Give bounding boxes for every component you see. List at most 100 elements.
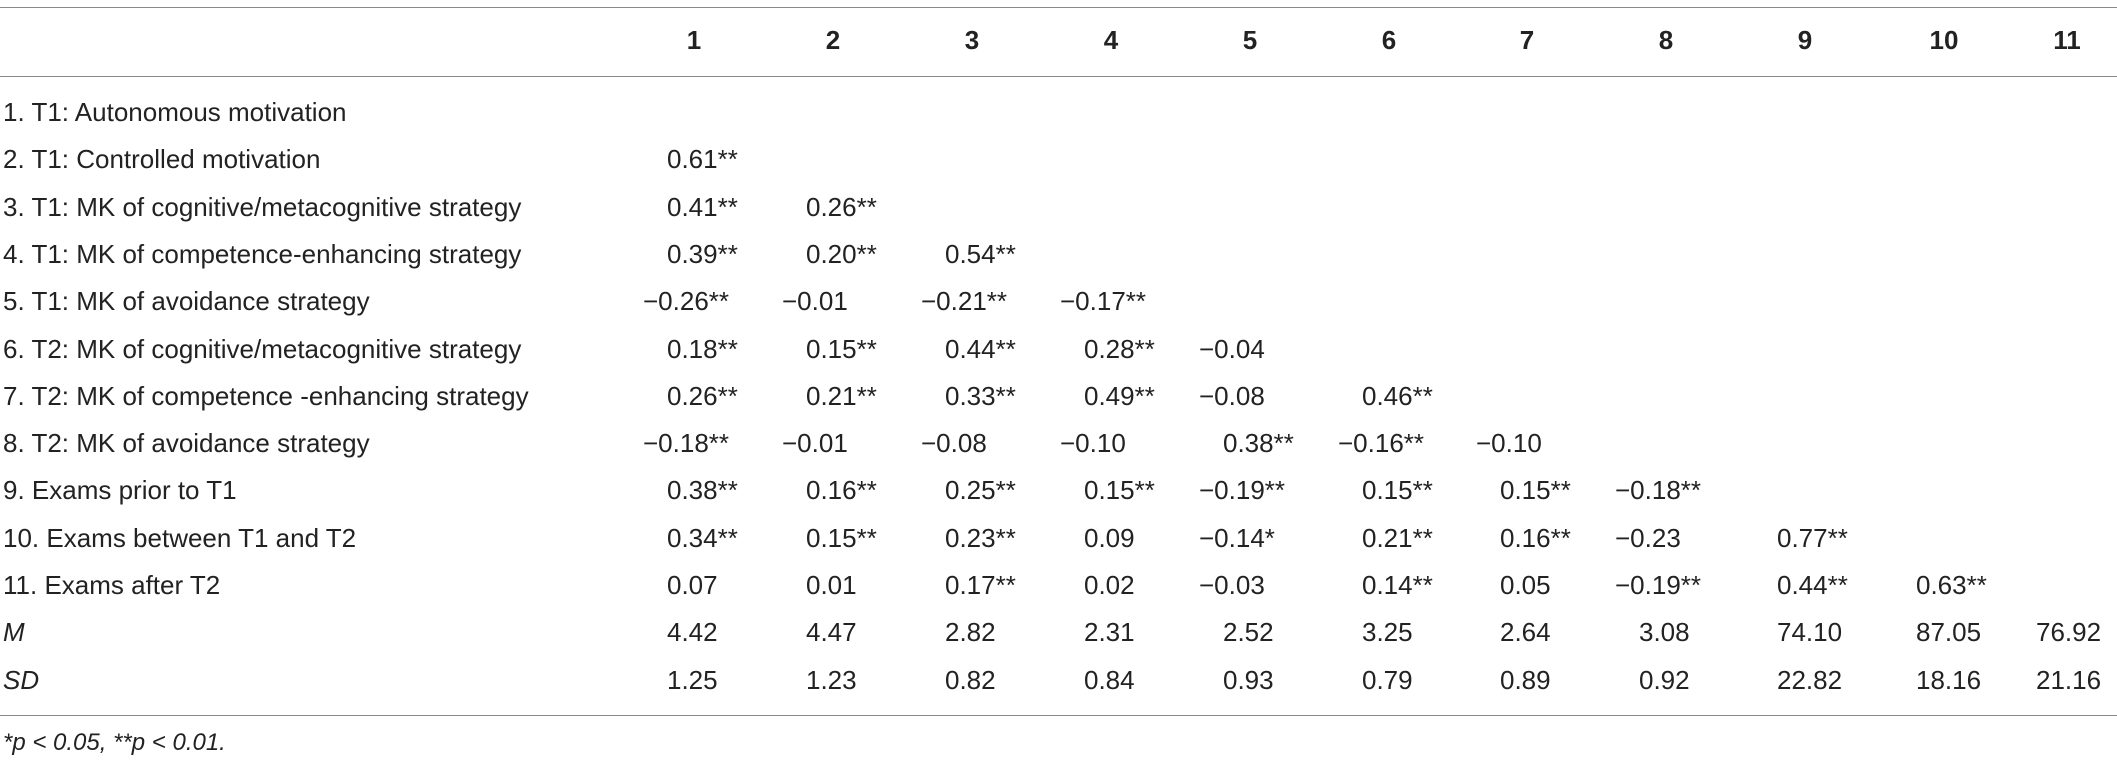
- cell: 3.08: [1639, 617, 1690, 648]
- cell: 0.23**: [945, 522, 1016, 553]
- cell: 0.09: [1084, 522, 1135, 553]
- cell: 0.15**: [1362, 475, 1433, 506]
- cell: 0.05: [1500, 570, 1551, 600]
- cell: 4.42: [667, 617, 718, 648]
- cell: 2.64: [1500, 617, 1551, 648]
- cell: 0.07: [667, 570, 718, 600]
- cell: −0.18**: [1615, 475, 1702, 506]
- cell: 0.44**: [945, 333, 1016, 364]
- cell: 0.15**: [1500, 475, 1571, 506]
- cell: 0.26**: [806, 191, 877, 222]
- cell: 3.25: [1362, 617, 1413, 648]
- row-label: 9. Exams prior to T1: [3, 475, 237, 506]
- cell: 0.44**: [1777, 570, 1848, 600]
- column-header: 3: [964, 25, 980, 55]
- cell: 4.47: [806, 617, 857, 648]
- row-label: 6. T2: MK of cognitive/metacognitive str…: [3, 333, 522, 364]
- column-header: 7: [1519, 25, 1535, 55]
- cell: 2.82: [945, 617, 996, 648]
- cell: 21.16: [2036, 664, 2102, 695]
- cell: −0.10: [1476, 428, 1542, 459]
- cell: 0.38**: [667, 475, 738, 506]
- row-label: 10. Exams between T1 and T2: [3, 522, 357, 553]
- cell: 0.92: [1639, 664, 1690, 695]
- cell: 0.33**: [945, 380, 1016, 411]
- column-header: 8: [1658, 25, 1674, 55]
- column-header: 1: [686, 25, 702, 55]
- cell: 0.38**: [1223, 428, 1294, 459]
- cell: 1.25: [667, 664, 718, 695]
- cell: 0.28**: [1084, 333, 1155, 364]
- cell: 0.26**: [667, 380, 738, 411]
- cell: −0.14*: [1199, 522, 1275, 553]
- cell: 0.82: [945, 664, 996, 695]
- cell: 0.01: [806, 570, 857, 600]
- cell: −0.18**: [643, 428, 730, 459]
- cell: −0.03: [1199, 570, 1265, 600]
- cell: 1.23: [806, 664, 857, 695]
- row-label: 8. T2: MK of avoidance strategy: [3, 428, 370, 459]
- row-label: 4. T1: MK of competence-enhancing strate…: [3, 238, 522, 269]
- cell: −0.08: [1199, 380, 1265, 411]
- cell: 74.10: [1777, 617, 1843, 648]
- column-header: 10: [1929, 25, 1959, 55]
- cell: 0.16**: [1500, 522, 1571, 553]
- cell: −0.19**: [1615, 570, 1702, 600]
- cell: 0.84: [1084, 664, 1135, 695]
- cell: 0.79: [1362, 664, 1413, 695]
- cell: 0.15**: [806, 333, 877, 364]
- cell: 18.16: [1916, 664, 1982, 695]
- column-header: 9: [1797, 25, 1813, 55]
- cell: 0.34**: [667, 522, 738, 553]
- cell: 0.41**: [667, 191, 738, 222]
- row-label: 11. Exams after T2: [3, 570, 221, 600]
- column-header: 11: [2053, 25, 2081, 55]
- cell: 0.54**: [945, 238, 1016, 269]
- column-header: 4: [1103, 25, 1119, 55]
- cell: −0.19**: [1199, 475, 1286, 506]
- cell: 0.15**: [806, 522, 877, 553]
- cell: −0.16**: [1338, 428, 1425, 459]
- column-header: 5: [1242, 25, 1258, 55]
- cell: 0.49**: [1084, 380, 1155, 411]
- cell: −0.01: [782, 286, 848, 317]
- row-label: M: [3, 617, 25, 648]
- row-label: 5. T1: MK of avoidance strategy: [3, 286, 370, 317]
- header-rule: [0, 76, 2117, 77]
- cell: 0.61**: [667, 144, 738, 175]
- cell: −0.01: [782, 428, 848, 459]
- cell: 0.63**: [1916, 570, 1987, 600]
- cell: −0.26**: [643, 286, 730, 317]
- cell: 0.21**: [806, 380, 877, 411]
- cell: −0.21**: [921, 286, 1008, 317]
- cell: 0.21**: [1362, 522, 1433, 553]
- row-label: SD: [3, 664, 40, 695]
- cell: 0.16**: [806, 475, 877, 506]
- cell: 22.82: [1777, 664, 1843, 695]
- cell: −0.23: [1615, 522, 1681, 553]
- cell: 0.15**: [1084, 475, 1155, 506]
- row-label: 3. T1: MK of cognitive/metacognitive str…: [3, 191, 522, 222]
- top-rule: [0, 7, 2117, 8]
- cell: 0.17**: [945, 570, 1016, 600]
- row-label: 7. T2: MK of competence -enhancing strat…: [3, 380, 529, 411]
- cell: −0.04: [1199, 333, 1265, 364]
- cell: 0.39**: [667, 238, 738, 269]
- cell: 0.25**: [945, 475, 1016, 506]
- cell: 76.92: [2036, 617, 2102, 648]
- footnote: *p < 0.05, **p < 0.01.: [3, 729, 226, 756]
- cell: −0.17**: [1060, 286, 1147, 317]
- cell: 0.18**: [667, 333, 738, 364]
- cell: 0.14**: [1362, 570, 1433, 600]
- bottom-rule: [0, 715, 2117, 716]
- cell: 0.02: [1084, 570, 1135, 600]
- column-header: 2: [825, 25, 841, 55]
- row-label: 2. T1: Controlled motivation: [3, 144, 321, 175]
- cell: 2.31: [1084, 617, 1135, 648]
- row-label: 1. T1: Autonomous motivation: [3, 97, 347, 127]
- column-header: 6: [1381, 25, 1397, 55]
- cell: 0.77**: [1777, 522, 1848, 553]
- cell: 87.05: [1916, 617, 1982, 648]
- cell: 0.20**: [806, 238, 877, 269]
